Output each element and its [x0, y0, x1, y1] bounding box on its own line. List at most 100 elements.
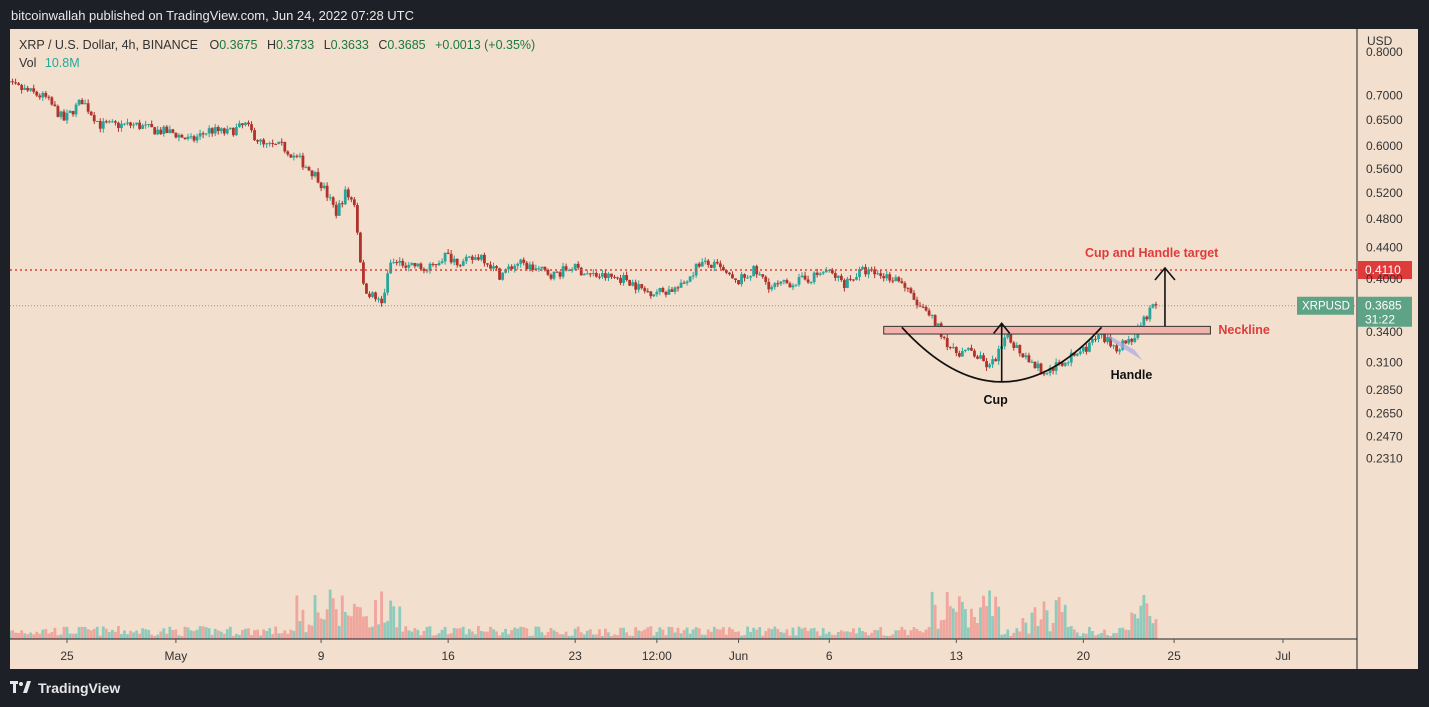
- volume-bar: [234, 633, 238, 639]
- volume-bar: [963, 609, 967, 639]
- countdown-label: 31:22: [1365, 313, 1395, 327]
- candle-body: [1100, 334, 1103, 336]
- volume-bar: [573, 628, 577, 639]
- volume-bar: [467, 629, 471, 639]
- candle-body: [543, 266, 547, 270]
- candle-body: [1088, 342, 1091, 352]
- volume-bar: [818, 635, 822, 639]
- candle-body: [1142, 316, 1146, 326]
- volume-bar: [38, 633, 42, 639]
- volume-bar: [138, 633, 141, 639]
- candle-body: [667, 289, 671, 295]
- volume-bar: [461, 626, 465, 639]
- volume-bar: [558, 634, 562, 639]
- candle-body: [1024, 355, 1028, 358]
- volume-bar: [1133, 614, 1137, 639]
- volume-bar: [289, 629, 293, 639]
- volume-bar: [247, 628, 250, 639]
- x-tick-label: 20: [1077, 649, 1091, 663]
- volume-bar: [86, 629, 90, 639]
- candle-body: [1151, 304, 1155, 308]
- volume-bar: [352, 603, 356, 639]
- candle-body: [794, 284, 798, 286]
- volume-bar: [307, 624, 311, 639]
- candle-body: [655, 291, 659, 295]
- candle-body: [44, 92, 48, 97]
- candle-body: [144, 124, 148, 126]
- volume-bar: [132, 632, 135, 639]
- candle-body: [374, 292, 377, 300]
- legend-o-label: O: [209, 38, 219, 52]
- candle-body: [250, 124, 253, 131]
- candle-body: [1145, 316, 1149, 320]
- volume-bar: [483, 631, 486, 639]
- candle-body: [1103, 334, 1106, 343]
- candle-body: [900, 281, 904, 284]
- volume-bar: [549, 627, 553, 639]
- candle-body: [552, 271, 556, 279]
- candle-body: [476, 257, 480, 260]
- candle-body: [1081, 346, 1085, 352]
- candle-body: [183, 137, 187, 139]
- candle-body: [1127, 338, 1131, 344]
- candle-body: [431, 263, 435, 265]
- candle-body: [1148, 307, 1152, 320]
- svg-text:Vol 10.8M: Vol 10.8M: [19, 56, 80, 70]
- candle-body: [818, 273, 822, 275]
- candle-body: [1009, 332, 1013, 343]
- candle-body: [467, 256, 471, 258]
- volume-bar: [691, 629, 695, 639]
- tradingview-footer[interactable]: TradingView: [10, 680, 120, 696]
- volume-bar: [1136, 618, 1140, 639]
- volume-bar: [331, 598, 335, 639]
- candle-body: [222, 128, 226, 134]
- volume-bar: [98, 635, 102, 639]
- volume-bar: [368, 627, 371, 639]
- volume-bar: [117, 626, 120, 639]
- y-tick-label: 0.4000: [1366, 272, 1403, 286]
- symbol-tag-label: XRPUSD: [1302, 301, 1350, 313]
- volume-bar: [216, 630, 220, 639]
- volume-bar: [979, 607, 982, 639]
- volume-bar: [292, 630, 296, 639]
- candle-body: [331, 197, 335, 205]
- volume-bar: [954, 611, 958, 639]
- volume-bar: [492, 629, 495, 639]
- volume-bar: [449, 633, 453, 639]
- volume-bar: [1091, 631, 1094, 639]
- candle-body: [731, 274, 734, 279]
- volume-bar: [101, 626, 105, 639]
- candle-body: [951, 347, 955, 349]
- candle-body: [23, 87, 27, 90]
- volume-bar: [864, 632, 867, 639]
- volume-bar: [794, 635, 798, 639]
- volume-bar: [301, 609, 305, 639]
- volume-bar: [413, 628, 417, 639]
- candle-body: [383, 292, 387, 304]
- volume-bar: [1009, 635, 1013, 639]
- volume-bar: [676, 627, 680, 639]
- volume-bar: [507, 634, 511, 639]
- volume-bar: [737, 631, 740, 639]
- candle-body: [283, 141, 287, 152]
- candle-body: [17, 83, 21, 85]
- candle-body: [924, 306, 928, 311]
- volume-bar: [316, 612, 320, 639]
- candle-body: [746, 277, 749, 279]
- candle-body: [80, 99, 84, 105]
- candle-body: [14, 82, 17, 84]
- volume-bar: [298, 621, 302, 639]
- volume-bar: [903, 629, 907, 639]
- candle-body: [1097, 334, 1100, 340]
- candle-body: [440, 261, 444, 263]
- candle-body: [906, 287, 910, 289]
- candle-body: [725, 270, 728, 273]
- volume-bar: [815, 631, 819, 639]
- x-tick-label: 12:00: [642, 649, 672, 663]
- volume-bar: [437, 633, 441, 639]
- candle-body: [773, 283, 777, 288]
- volume-bar: [165, 633, 169, 639]
- volume-bar: [640, 631, 644, 639]
- publish-header: bitcoinwallah published on TradingView.c…: [11, 8, 415, 23]
